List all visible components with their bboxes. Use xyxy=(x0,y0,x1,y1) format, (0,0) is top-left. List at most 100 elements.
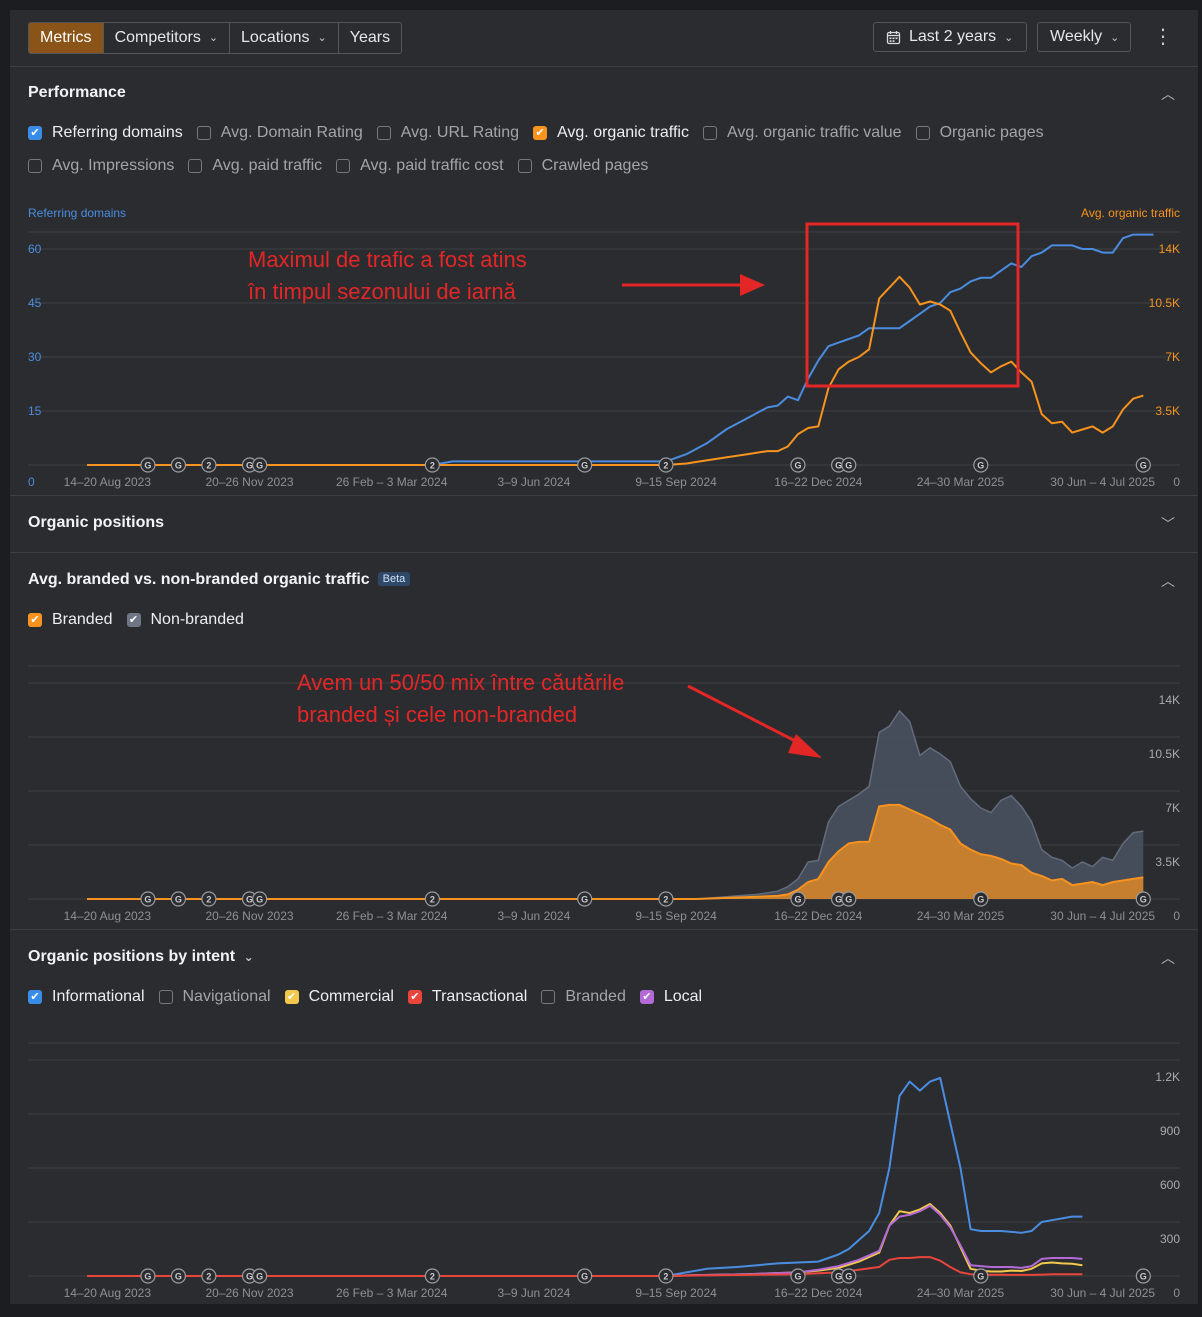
checkbox-label: Avg. organic traffic value xyxy=(726,124,902,141)
marker-circle xyxy=(1135,891,1151,907)
checkbox-avg-url-rating[interactable]: Avg. URL Rating xyxy=(376,124,519,142)
marker-label: G xyxy=(581,895,588,905)
checkbox-branded[interactable]: Branded xyxy=(541,988,626,1006)
annotation-arrow xyxy=(687,684,806,748)
marker-circle xyxy=(252,891,268,907)
left-tick-label: 30 xyxy=(28,350,42,364)
tab-years[interactable]: Years xyxy=(339,23,401,53)
marker-label: G xyxy=(581,461,588,471)
x-tick-label: 9–15 Sep 2024 xyxy=(635,909,717,923)
checkbox-avg-paid-traffic[interactable]: Avg. paid traffic xyxy=(188,157,322,175)
checkbox-avg-impressions[interactable]: Avg. Impressions xyxy=(28,157,174,175)
checkbox-navigational[interactable]: Navigational xyxy=(158,988,271,1006)
marker-circle xyxy=(790,457,806,473)
intent-chart: 300 600 900 1.2K 14–20 Aug 2023 20–26 Nov 202… xyxy=(28,1042,1180,1300)
commercial-line xyxy=(87,1203,1083,1277)
marker-circle xyxy=(658,457,674,473)
x-tick-label: 3–9 Jun 2024 xyxy=(498,909,571,923)
marker-label: 2 xyxy=(430,1272,435,1282)
left-axis-label: Referring domains xyxy=(28,206,126,220)
tab-locations[interactable]: Locations ⌄ xyxy=(230,23,339,53)
transactional-line xyxy=(87,1256,1083,1277)
marker-circle xyxy=(1135,457,1151,473)
chevron-down-icon: ⌄ xyxy=(243,950,254,964)
marker-circle xyxy=(201,457,217,473)
marker-circle xyxy=(790,1268,806,1284)
marker-circle xyxy=(252,1268,268,1284)
checkbox-branded[interactable]: ✔ Branded xyxy=(28,611,113,629)
annotation-highlight-box xyxy=(805,222,1020,388)
google-update-marker: G xyxy=(140,457,156,473)
checkbox-label: Crawled pages xyxy=(541,157,649,174)
referring-domains-line xyxy=(87,233,1154,466)
checkbox-transactional[interactable]: ✔ Transactional xyxy=(407,988,527,1006)
calendar-icon xyxy=(886,30,901,44)
branded-checkboxes: ✔ Branded ✔ Non-branded xyxy=(28,611,258,629)
google-update-marker: G xyxy=(973,891,989,907)
tab-competitors[interactable]: Competitors ⌄ xyxy=(104,23,231,53)
x-tick-label: 30 Jun – 4 Jul 2025 xyxy=(1050,909,1155,923)
marker-circle xyxy=(140,891,156,907)
update-count-marker: 2 xyxy=(658,1268,674,1284)
marker-label: G xyxy=(794,1272,801,1282)
intent-section-title-text: Organic positions by intent xyxy=(28,948,236,965)
chevron-down-icon: ⌄ xyxy=(208,32,219,44)
marker-label: G xyxy=(246,895,253,905)
marker-circle xyxy=(658,1268,674,1284)
checkbox-label: Avg. paid traffic cost xyxy=(360,157,504,174)
annotation-text: Avem un 50/50 mix între căutările xyxy=(297,670,624,695)
chevron-up-icon[interactable]: ︿ xyxy=(1161,86,1175,102)
date-range-dropdown[interactable]: Last 2 years ⌄ xyxy=(873,22,1027,52)
section-divider xyxy=(10,495,1198,496)
right-tick-label: 14K xyxy=(1159,242,1180,256)
google-update-marker: G xyxy=(841,1268,857,1284)
checkbox-informational[interactable]: ✔ Informational xyxy=(28,988,145,1006)
interval-dropdown[interactable]: Weekly ⌄ xyxy=(1037,22,1131,52)
marker-circle xyxy=(140,457,156,473)
chevron-up-icon[interactable]: ︿ xyxy=(1161,950,1175,966)
marker-circle xyxy=(170,457,187,473)
checkbox-label: Navigational xyxy=(182,988,271,1005)
tab-locations-label: Locations xyxy=(241,29,310,46)
intent-section-title[interactable]: Organic positions by intent ⌄ xyxy=(28,948,254,966)
marker-circle xyxy=(973,1268,989,1284)
x-tick-label: 30 Jun – 4 Jul 2025 xyxy=(1050,475,1155,489)
checkbox-avg-organic-traffic-value[interactable]: Avg. organic traffic value xyxy=(702,124,902,142)
checkbox-avg-paid-traffic-cost[interactable]: Avg. paid traffic cost xyxy=(336,157,504,175)
checkbox-non-branded[interactable]: ✔ Non-branded xyxy=(126,611,244,629)
performance-chart: Referring domains Avg. organic traffic 0 15… xyxy=(28,206,1180,489)
google-update-marker: G xyxy=(973,457,989,473)
local-line xyxy=(87,1204,1083,1277)
checkbox-empty-icon xyxy=(28,159,42,173)
checkbox-organic-pages[interactable]: Organic pages xyxy=(915,124,1044,142)
marker-label: G xyxy=(977,461,984,471)
checkbox-commercial[interactable]: ✔ Commercial xyxy=(284,988,394,1006)
marker-label: G xyxy=(1140,461,1147,471)
more-vertical-icon[interactable]: ⋮ xyxy=(1153,26,1173,48)
marker-label: 2 xyxy=(206,1272,211,1282)
checkbox-referring-domains[interactable]: ✔ Referring domains xyxy=(28,124,183,142)
marker-label: 2 xyxy=(206,895,211,905)
right-tick-label: 10.5K xyxy=(1149,296,1180,310)
checkbox-avg-organic-traffic[interactable]: ✔ Avg. organic traffic xyxy=(533,124,689,142)
x-tick-label: 26 Feb – 3 Mar 2024 xyxy=(336,1286,448,1300)
marker-circle xyxy=(140,1268,156,1284)
marker-label: G xyxy=(175,1272,182,1282)
marker-circle xyxy=(790,891,806,907)
marker-circle xyxy=(170,891,187,907)
checkbox-avg-domain-rating[interactable]: Avg. Domain Rating xyxy=(196,124,363,142)
checkbox-local[interactable]: ✔ Local xyxy=(639,988,703,1006)
checkbox-label: Local xyxy=(663,988,703,1005)
checkbox-crawled-pages[interactable]: Crawled pages xyxy=(517,157,649,175)
x-tick-label: 30 Jun – 4 Jul 2025 xyxy=(1050,1286,1155,1300)
marker-circle xyxy=(201,1268,217,1284)
marker-circle xyxy=(973,457,989,473)
google-update-marker: G xyxy=(1135,1268,1151,1284)
checkbox-label: Avg. Domain Rating xyxy=(220,124,363,141)
chevron-up-icon[interactable]: ︿ xyxy=(1161,573,1175,589)
right-axis-label: Avg. organic traffic xyxy=(1081,206,1180,220)
google-update-marker: G xyxy=(790,457,806,473)
tab-metrics[interactable]: Metrics xyxy=(29,23,104,53)
left-tick-label: 15 xyxy=(28,404,42,418)
chevron-down-icon[interactable]: ﹀ xyxy=(1161,516,1175,532)
